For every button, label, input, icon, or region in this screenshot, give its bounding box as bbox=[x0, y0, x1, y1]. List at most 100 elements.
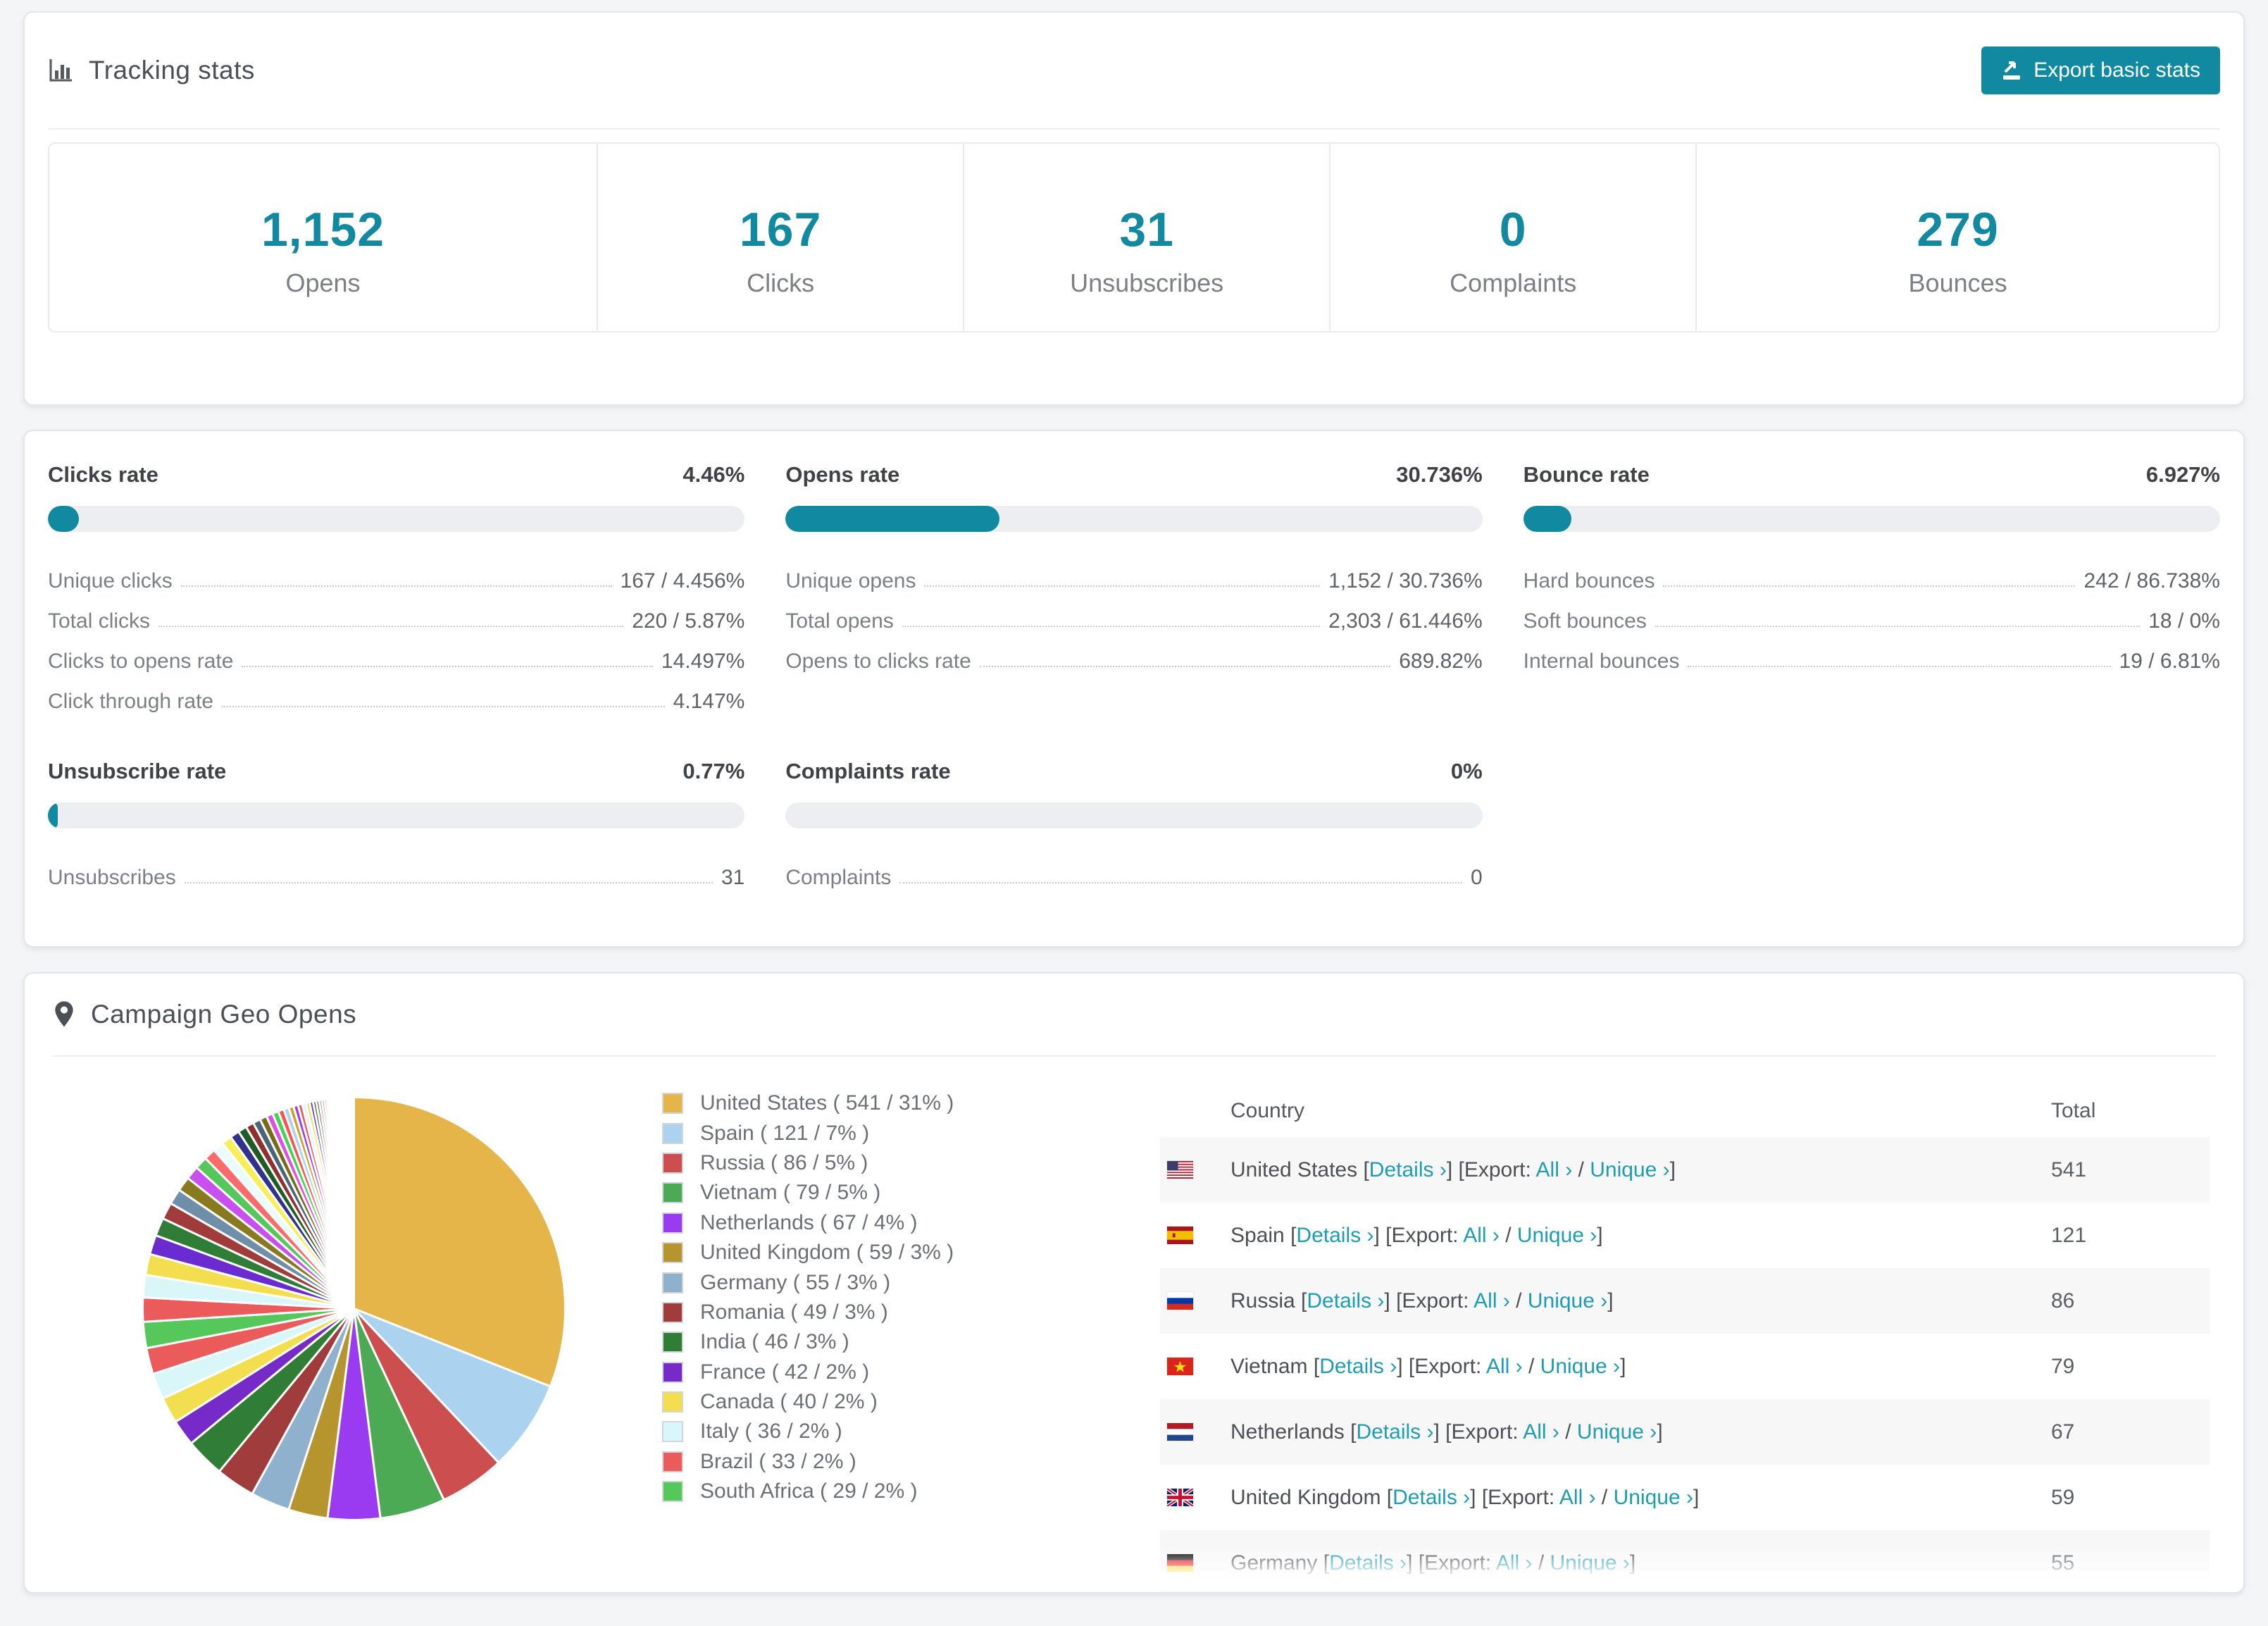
geo-table-row-russia: Russia [Details ›] [Export: All › / Uniq… bbox=[1160, 1268, 2210, 1334]
geo-table-row-germany: Germany [Details ›] [Export: All › / Uni… bbox=[1160, 1530, 2210, 1594]
legend-label: France ( 42 / 2% ) bbox=[700, 1360, 869, 1384]
details-link[interactable]: Details › bbox=[1319, 1355, 1397, 1378]
legend-item-united-states[interactable]: United States ( 541 / 31% ) bbox=[662, 1088, 954, 1118]
export-basic-stats-button[interactable]: Export basic stats bbox=[1981, 46, 2220, 94]
export-unique-link[interactable]: Unique › bbox=[1550, 1551, 1630, 1575]
bracket: ] bbox=[1657, 1420, 1662, 1444]
export-unique-link[interactable]: Unique › bbox=[1517, 1224, 1597, 1247]
details-link[interactable]: Details › bbox=[1369, 1158, 1447, 1181]
legend-item-romania[interactable]: Romania ( 49 / 3% ) bbox=[662, 1298, 954, 1327]
export-all-link[interactable]: All › bbox=[1463, 1224, 1500, 1247]
separator: / bbox=[1533, 1551, 1550, 1575]
rate-value: 30.736% bbox=[1396, 462, 1482, 488]
export-all-link[interactable]: All › bbox=[1486, 1355, 1523, 1378]
legend-swatch bbox=[662, 1451, 683, 1472]
legend-item-spain[interactable]: Spain ( 121 / 7% ) bbox=[662, 1118, 954, 1148]
legend-item-russia[interactable]: Russia ( 86 / 5% ) bbox=[662, 1148, 954, 1178]
dotted-leader bbox=[924, 585, 1320, 587]
progress-bar-fill bbox=[48, 506, 79, 532]
flag-es-icon bbox=[1160, 1227, 1230, 1244]
flag-us-icon bbox=[1160, 1161, 1230, 1179]
bar-chart-icon bbox=[48, 58, 73, 83]
total-value: 121 bbox=[2051, 1224, 2210, 1248]
legend-item-south-africa[interactable]: South Africa ( 29 / 2% ) bbox=[662, 1477, 954, 1506]
legend-item-india[interactable]: India ( 46 / 3% ) bbox=[662, 1327, 954, 1357]
flag-ru-icon bbox=[1160, 1292, 1230, 1310]
export-all-link[interactable]: All › bbox=[1559, 1486, 1596, 1509]
legend-swatch bbox=[662, 1093, 683, 1114]
bracket: [ bbox=[1323, 1551, 1329, 1575]
details-link[interactable]: Details › bbox=[1307, 1289, 1384, 1312]
rate-row-label: Hard bounces bbox=[1524, 569, 1655, 593]
country-cell: Vietnam [Details ›] [Export: All › / Uni… bbox=[1230, 1355, 2051, 1379]
export-unique-link[interactable]: Unique › bbox=[1528, 1289, 1607, 1312]
bracket: ] [Export: bbox=[1470, 1486, 1559, 1509]
legend-label: India ( 46 / 3% ) bbox=[700, 1330, 849, 1354]
legend-item-brazil[interactable]: Brazil ( 33 / 2% ) bbox=[662, 1447, 954, 1477]
progress-bar-track bbox=[48, 802, 744, 828]
legend-swatch bbox=[662, 1481, 683, 1502]
country-cell: Germany [Details ›] [Export: All › / Uni… bbox=[1230, 1551, 2051, 1575]
details-link[interactable]: Details › bbox=[1392, 1486, 1470, 1509]
rate-row-value: 18 / 0% bbox=[2148, 609, 2220, 633]
legend-label: Germany ( 55 / 3% ) bbox=[700, 1271, 890, 1295]
export-all-link[interactable]: All › bbox=[1473, 1289, 1510, 1312]
bracket: [ bbox=[1363, 1158, 1369, 1181]
total-value: 55 bbox=[2051, 1551, 2210, 1575]
legend-label: Brazil ( 33 / 2% ) bbox=[700, 1450, 856, 1474]
country-cell: United States [Details ›] [Export: All ›… bbox=[1230, 1158, 2051, 1182]
legend-item-germany[interactable]: Germany ( 55 / 3% ) bbox=[662, 1267, 954, 1297]
geo-table-row-vietnam: Vietnam [Details ›] [Export: All › / Uni… bbox=[1160, 1334, 2210, 1399]
export-unique-link[interactable]: Unique › bbox=[1590, 1158, 1669, 1181]
legend-item-canada[interactable]: Canada ( 40 / 2% ) bbox=[662, 1387, 954, 1417]
export-unique-link[interactable]: Unique › bbox=[1577, 1420, 1657, 1444]
legend-label: United States ( 541 / 31% ) bbox=[700, 1091, 954, 1115]
details-link[interactable]: Details › bbox=[1296, 1224, 1373, 1247]
legend-item-vietnam[interactable]: Vietnam ( 79 / 5% ) bbox=[662, 1178, 954, 1208]
flag-nl-icon bbox=[1160, 1423, 1230, 1441]
progress-bar-fill bbox=[785, 506, 999, 532]
export-unique-link[interactable]: Unique › bbox=[1614, 1486, 1693, 1509]
country-name: Spain bbox=[1230, 1224, 1290, 1247]
legend-label: South Africa ( 29 / 2% ) bbox=[700, 1479, 917, 1503]
export-all-link[interactable]: All › bbox=[1496, 1551, 1533, 1575]
export-unique-link[interactable]: Unique › bbox=[1540, 1355, 1620, 1378]
progress-bar-track bbox=[1524, 506, 2220, 532]
legend-label: Romania ( 49 / 3% ) bbox=[700, 1301, 888, 1324]
rate-title: Bounce rate bbox=[1524, 462, 1650, 488]
stat-label: Opens bbox=[285, 268, 360, 298]
details-link[interactable]: Details › bbox=[1329, 1551, 1407, 1575]
export-all-link[interactable]: All › bbox=[1523, 1420, 1559, 1444]
rate-row-value: 689.82% bbox=[1399, 650, 1482, 674]
country-column-header: Country bbox=[1230, 1099, 2051, 1123]
legend-item-united-kingdom[interactable]: United Kingdom ( 59 / 3% ) bbox=[662, 1238, 954, 1267]
rate-row-label: Unsubscribes bbox=[48, 866, 176, 890]
bracket: ] [Export: bbox=[1373, 1224, 1463, 1247]
campaign-geo-opens-card: Campaign Geo Opens United States ( 541 /… bbox=[23, 972, 2245, 1594]
details-link[interactable]: Details › bbox=[1356, 1420, 1433, 1444]
legend-item-france[interactable]: France ( 42 / 2% ) bbox=[662, 1358, 954, 1387]
progress-bar-track bbox=[48, 506, 744, 532]
legend-item-netherlands[interactable]: Netherlands ( 67 / 4% ) bbox=[662, 1208, 954, 1238]
rate-title: Clicks rate bbox=[48, 462, 158, 488]
legend-item-italy[interactable]: Italy ( 36 / 2% ) bbox=[662, 1417, 954, 1446]
bracket: ] bbox=[1620, 1355, 1626, 1378]
dotted-leader bbox=[902, 626, 1320, 627]
export-all-link[interactable]: All › bbox=[1536, 1158, 1573, 1181]
